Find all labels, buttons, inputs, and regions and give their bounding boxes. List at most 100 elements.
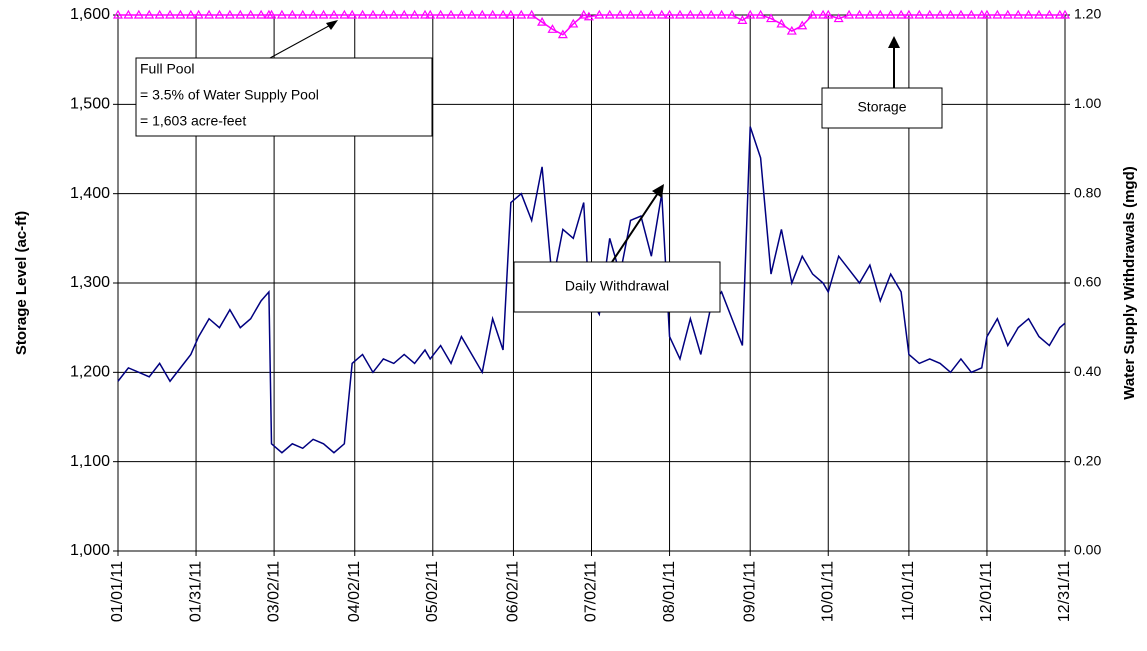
storage-marker — [276, 9, 287, 19]
storage-marker — [568, 18, 579, 28]
storage-marker — [914, 9, 925, 19]
storage-marker — [875, 9, 886, 19]
storage-marker — [924, 9, 935, 19]
storage-marker — [144, 9, 155, 19]
storage-marker — [287, 9, 298, 19]
storage-marker — [955, 9, 966, 19]
storage-marker — [435, 9, 446, 19]
x-tick-label: 07/02/11 — [583, 561, 600, 622]
storage-marker — [547, 24, 558, 33]
annotation-text: = 3.5% of Water Supply Pool — [140, 87, 319, 103]
arrow-head — [326, 20, 338, 30]
y-tick-label: 1,200 — [70, 364, 110, 381]
storage-marker — [409, 9, 420, 19]
storage-marker — [399, 9, 410, 19]
storage-marker — [245, 9, 256, 19]
annotation-box — [135, 57, 433, 137]
y-tick-label: 1,300 — [70, 274, 110, 291]
storage-marker — [656, 9, 667, 19]
storage-marker — [477, 9, 488, 19]
y-axis-label: Storage Level (ac-ft) — [13, 211, 30, 355]
storage-marker — [737, 15, 748, 24]
arrow — [611, 189, 661, 263]
storage-marker — [594, 9, 605, 19]
storage-marker — [266, 9, 277, 19]
y2-tick-label: 0.20 — [1074, 452, 1101, 468]
y-tick-label: 1,100 — [70, 453, 110, 470]
annotation-box — [821, 87, 943, 129]
storage-marker — [664, 9, 675, 19]
storage-marker — [786, 25, 797, 35]
storage-marker — [425, 9, 436, 19]
storage-marker — [726, 9, 738, 19]
plot-area: 1,000 1,100 1,200 1,300 1,400 1,500 1,600 0.00 0… — [70, 6, 1102, 622]
storage-marker — [578, 9, 589, 19]
storage-marker — [625, 9, 636, 19]
storage-marker — [357, 9, 368, 19]
storage-marker — [318, 9, 329, 19]
storage-marker — [976, 9, 987, 19]
storage-marker — [133, 9, 144, 19]
storage-marker — [516, 9, 527, 19]
storage-marker — [833, 13, 844, 23]
y2-tick-label: 0.80 — [1074, 184, 1101, 200]
x-tick-label: 11/01/11 — [900, 561, 917, 621]
storage-marker — [175, 9, 186, 19]
storage-marker — [1044, 9, 1055, 19]
storage-marker — [1023, 9, 1034, 19]
y2-tick-label: 0.60 — [1074, 274, 1101, 290]
storage-marker — [706, 9, 717, 19]
storage-marker — [123, 9, 134, 19]
x-tick-label: 05/02/11 — [424, 561, 441, 622]
plot-frame — [117, 14, 1066, 552]
storage-marker — [505, 9, 516, 19]
storage-marker — [419, 9, 431, 19]
storage-marker — [112, 9, 124, 19]
storage-marker — [204, 9, 215, 19]
annotation-text: = 1,603 acre-feet — [140, 113, 246, 129]
x-tick-label: 01/31/11 — [187, 561, 204, 622]
y-tick-label: 1,500 — [70, 96, 110, 113]
storage-marker — [214, 9, 225, 19]
storage-marker — [1002, 9, 1013, 19]
storage-marker — [1054, 9, 1065, 19]
storage-marker — [193, 9, 204, 19]
storage-marker — [235, 9, 246, 19]
storage-marker — [896, 9, 907, 19]
y-tick-label: 1,000 — [70, 542, 110, 559]
storage-marker — [185, 9, 196, 19]
storage-marker — [695, 9, 706, 19]
storage-marker — [445, 9, 457, 19]
storage-marker — [487, 9, 498, 19]
storage-marker — [256, 9, 267, 19]
y2-tick-label: 0.40 — [1074, 363, 1101, 379]
storage-marker — [456, 9, 467, 19]
storage-marker — [615, 9, 626, 19]
arrow-head — [888, 36, 900, 48]
y-tick-label: 1,400 — [70, 185, 110, 202]
storage-marker — [308, 9, 319, 19]
annotation-text: Full Pool — [140, 61, 194, 77]
storage-marker — [367, 9, 378, 19]
storage-marker — [1033, 9, 1045, 19]
storage-marker — [164, 9, 176, 19]
storage-marker — [154, 9, 165, 19]
arrow-head — [652, 184, 664, 198]
storage-marker — [1013, 9, 1024, 19]
storage-marker — [685, 9, 696, 19]
storage-marker — [646, 9, 657, 19]
storage-marker — [981, 9, 992, 19]
annotation-text: Daily Withdrawal — [565, 278, 669, 294]
arrow — [269, 21, 337, 59]
annotations: Full Pool = 3.5% of Water Supply Pool = … — [135, 20, 943, 313]
storage-marker — [388, 9, 399, 19]
x-tick-label: 06/02/11 — [505, 561, 522, 622]
y-tick-label: 1,600 — [70, 6, 110, 23]
storage-marker — [498, 9, 509, 19]
x-tick-label: 12/31/11 — [1056, 561, 1073, 622]
storage-marker — [674, 9, 685, 19]
storage-marker — [347, 9, 358, 19]
storage-marker — [224, 9, 235, 19]
storage-marker — [635, 9, 646, 19]
storage-marker — [583, 11, 594, 21]
